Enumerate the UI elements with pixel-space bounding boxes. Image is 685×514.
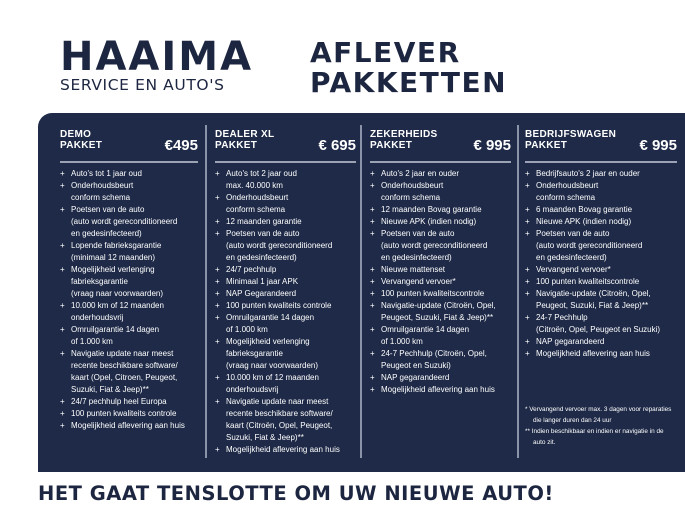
feature-item: 12 maanden Bovag garantie	[370, 204, 511, 216]
package-name-line: PAKKET	[215, 140, 258, 151]
feature-item: 10.000 km of 12 maanden onderhoudsvrij	[60, 300, 198, 324]
feature-item: 24-7 Pechhulp (Citroën, Opel, Peugeot en…	[370, 348, 511, 372]
column-divider	[360, 125, 362, 458]
feature-item: 12 maanden garantie	[215, 216, 356, 228]
feature-item: Onderhoudsbeurt conform schema	[60, 180, 198, 204]
feature-item: Onderhoudsbeurt conform schema	[370, 180, 511, 204]
package-name: DEALER XL PAKKET	[215, 129, 356, 151]
feature-item: Vervangend vervoer*	[525, 264, 677, 276]
header-rule	[370, 161, 511, 163]
feature-item: Navigatie update naar meest recente besc…	[60, 348, 198, 396]
feature-item: Onderhoudsbeurt conform schema	[525, 180, 677, 204]
package-name-line: PAKKET	[60, 140, 103, 151]
feature-item: Mogelijkheid aflevering aan huis	[60, 420, 198, 432]
feature-item: Nieuwe APK (indien nodig)	[525, 216, 677, 228]
package-name-line: DEMO	[60, 129, 92, 140]
feature-item: Nieuwe mattenset	[370, 264, 511, 276]
feature-item: Mogelijkheid aflevering aan huis	[525, 348, 677, 360]
header-rule	[60, 161, 198, 163]
package-price: € 995	[473, 137, 511, 154]
feature-item: Omruilgarantie 14 dagen of 1.000 km	[60, 324, 198, 348]
title-line-1: AFLEVER	[310, 36, 461, 69]
package-header: ZEKERHEIDS PAKKET € 995	[370, 129, 511, 157]
feature-item: Omruilgarantie 14 dagen of 1.000 km	[370, 324, 511, 348]
feature-item: Onderhoudsbeurt conform schema	[215, 192, 356, 216]
package-price: € 995	[639, 137, 677, 154]
feature-item: Poetsen van de auto (auto wordt gerecond…	[370, 228, 511, 264]
feature-item: Navigatie update naar meest recente besc…	[215, 396, 356, 444]
feature-item: Navigatie-update (Citroën, Opel, Peugeot…	[370, 300, 511, 324]
brand-subtitle: SERVICE EN AUTO'S	[60, 76, 225, 94]
feature-item: Mogelijkheid aflevering aan huis	[215, 444, 356, 456]
package-price: € 695	[318, 137, 356, 154]
package-name-line: BEDRIJFSWAGEN	[525, 129, 617, 140]
package-header: BEDRIJFSWAGEN PAKKET € 995	[525, 129, 677, 157]
feature-item: Lopende fabrieksgarantie (minimaal 12 ma…	[60, 240, 198, 264]
feature-item: 100 punten kwaliteitscontrole	[525, 276, 677, 288]
package-name-line: ZEKERHEIDS	[370, 129, 438, 140]
feature-item: 6 maanden Bovag garantie	[525, 204, 677, 216]
feature-item: Bedrijfsauto's 2 jaar en ouder	[525, 168, 677, 180]
column-divider	[205, 125, 207, 458]
header-rule	[525, 161, 677, 163]
footnote: * Vervangend vervoer max. 3 dagen voor r…	[525, 406, 672, 424]
tagline: HET GAAT TENSLOTTE OM UW NIEUWE AUTO!	[38, 482, 554, 505]
feature-item: Mogelijkheid verlenging fabrieksgarantie…	[60, 264, 198, 300]
page-title: AFLEVER PAKKETTEN	[310, 38, 507, 98]
feature-list: Bedrijfsauto's 2 jaar en ouderOnderhouds…	[525, 168, 677, 360]
feature-item: Mogelijkheid verlenging fabrieksgarantie…	[215, 336, 356, 372]
package-name: DEMO PAKKET	[60, 129, 198, 151]
feature-item: Mogelijkheid aflevering aan huis	[370, 384, 511, 396]
title-line-2: PAKKETTEN	[310, 66, 508, 99]
package-name-line: PAKKET	[525, 140, 568, 151]
feature-item: Auto's 2 jaar en ouder	[370, 168, 511, 180]
feature-list: Auto's tot 1 jaar oudOnderhoudsbeurt con…	[60, 168, 198, 432]
feature-item: 24-7 Pechhulp (Citroën, Opel, Peugeot en…	[525, 312, 677, 336]
header-rule	[215, 161, 356, 163]
feature-item: Auto's tot 2 jaar oud max. 40.000 km	[215, 168, 356, 192]
brand-logo: HAAIMA SERVICE EN AUTO'S	[60, 37, 253, 93]
package-header: DEALER XL PAKKET € 695	[215, 129, 356, 157]
feature-item: Poetsen van de auto (auto wordt gerecond…	[525, 228, 677, 264]
package-name: BEDRIJFSWAGEN PAKKET	[525, 129, 677, 151]
feature-item: Omruilgarantie 14 dagen of 1.000 km	[215, 312, 356, 336]
package-name: ZEKERHEIDS PAKKET	[370, 129, 511, 151]
feature-item: 100 punten kwaliteits controle	[215, 300, 356, 312]
package-name-line: DEALER XL	[215, 129, 275, 140]
footnote: ** Indien beschikbaar en indien er navig…	[525, 428, 664, 446]
feature-item: Poetsen van de auto (auto wordt gerecond…	[60, 204, 198, 240]
feature-item: 24/7 pechhulp heel Europa	[60, 396, 198, 408]
feature-item: Vervangend vervoer*	[370, 276, 511, 288]
feature-item: 24/7 pechhulp	[215, 264, 356, 276]
feature-item: Nieuwe APK (indien nodig)	[370, 216, 511, 228]
feature-item: Minimaal 1 jaar APK	[215, 276, 356, 288]
feature-list: Auto's 2 jaar en ouderOnderhoudsbeurt co…	[370, 168, 511, 396]
feature-item: Poetsen van de auto (auto wordt gerecond…	[215, 228, 356, 264]
column-divider	[517, 125, 519, 458]
feature-item: NAP Gegarandeerd	[215, 288, 356, 300]
feature-item: Auto's tot 1 jaar oud	[60, 168, 198, 180]
feature-item: NAP gegarandeerd	[525, 336, 677, 348]
footnotes: * Vervangend vervoer max. 3 dagen voor r…	[525, 404, 677, 448]
brand-name: HAAIMA	[60, 34, 254, 80]
feature-item: Navigatie-update (Citroën, Opel, Peugeot…	[525, 288, 677, 312]
package-price: €495	[164, 137, 198, 154]
feature-item: 10.000 km of 12 maanden onderhoudsvrij	[215, 372, 356, 396]
package-header: DEMO PAKKET €495	[60, 129, 198, 157]
feature-item: NAP gegarandeerd	[370, 372, 511, 384]
package-name-line: PAKKET	[370, 140, 413, 151]
feature-item: 100 punten kwaliteits controle	[60, 408, 198, 420]
feature-item: 100 punten kwaliteitscontrole	[370, 288, 511, 300]
feature-list: Auto's tot 2 jaar oud max. 40.000 kmOnde…	[215, 168, 356, 456]
